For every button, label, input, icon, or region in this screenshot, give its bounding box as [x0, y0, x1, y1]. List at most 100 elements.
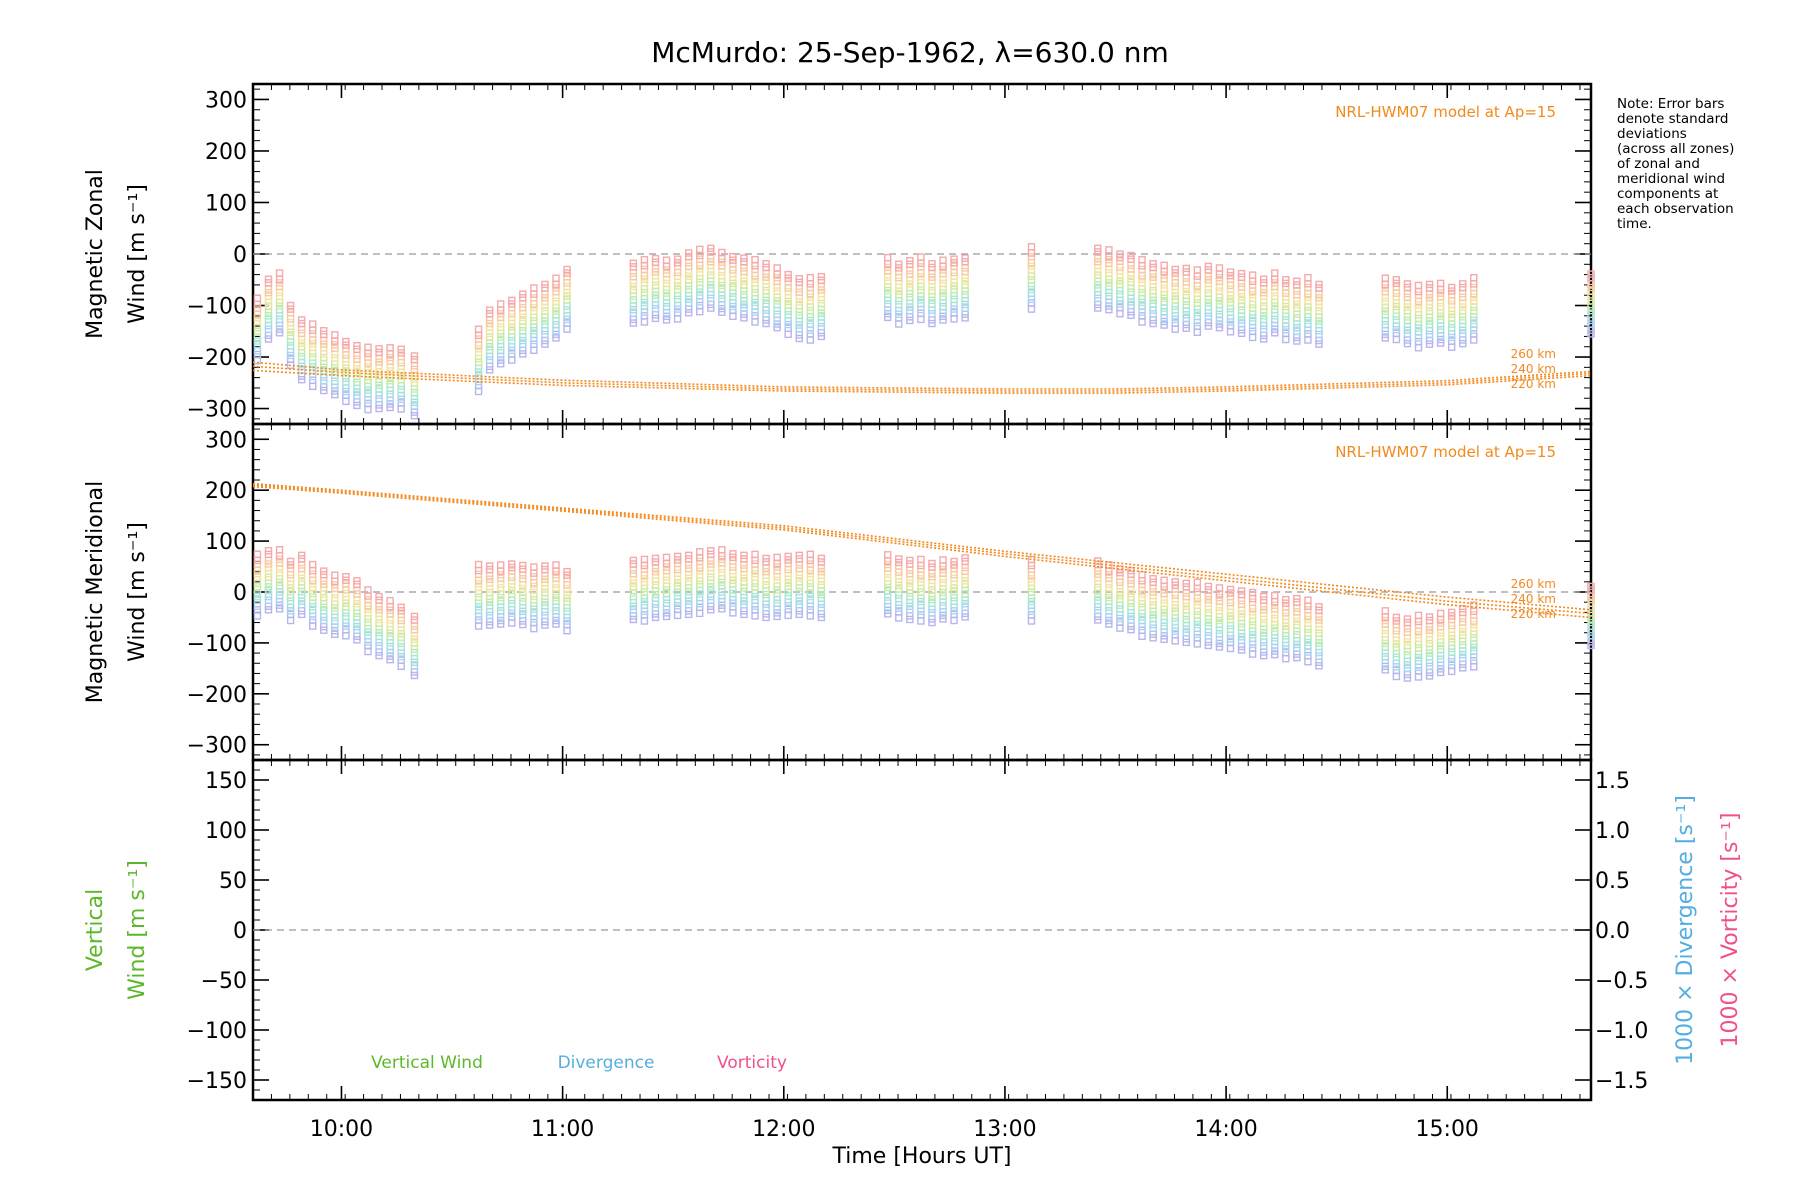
- scatter-point: [751, 550, 759, 559]
- scatter-point: [1248, 650, 1257, 658]
- y-tick-label: 300: [205, 88, 247, 113]
- scatter-point: [1116, 310, 1124, 318]
- y-tick-label: 0: [233, 243, 247, 268]
- scatter-point: [1193, 640, 1202, 648]
- scatter-point: [662, 553, 671, 562]
- scatter-point: [320, 327, 328, 335]
- scatter-point: [1116, 250, 1124, 258]
- scatter-point: [1127, 251, 1135, 260]
- scatter-point: [640, 555, 649, 564]
- scatter-point: [519, 561, 527, 570]
- scatter-point: [485, 306, 494, 314]
- scatter-point: [884, 253, 892, 262]
- scatter-point: [1381, 607, 1390, 615]
- scatter-point: [1160, 576, 1168, 584]
- scatter-point: [1171, 637, 1179, 645]
- model-curve-label: 260 km: [1511, 577, 1556, 591]
- scatter-point: [563, 325, 571, 333]
- scatter-point: [1193, 578, 1202, 587]
- scatter-point: [1470, 663, 1478, 671]
- scatter-point: [1248, 271, 1257, 279]
- scatter-point: [530, 624, 538, 633]
- scatter-point: [895, 555, 903, 563]
- scatter-point: [1315, 603, 1323, 611]
- scatter-point: [1447, 343, 1456, 351]
- y2-tick-label: −0.5: [1595, 969, 1648, 994]
- scatter-point: [1447, 667, 1456, 676]
- error-bar-note: Note: Error bars denote standard deviati…: [1617, 96, 1735, 232]
- vertical-ylabel: Vertical Wind [m s⁻¹]: [83, 860, 150, 1000]
- scatter-point: [718, 546, 726, 554]
- scatter-point: [1204, 262, 1213, 271]
- model-curve-label: 240 km: [1511, 362, 1556, 376]
- scatter-point: [1226, 268, 1235, 276]
- scatter-point: [1259, 275, 1268, 283]
- scatter-point: [906, 256, 914, 265]
- scatter-point: [950, 557, 958, 566]
- scatter-point: [375, 592, 383, 601]
- y-tick-label: −150: [187, 1069, 247, 1094]
- scatter-point: [662, 256, 671, 264]
- legend-divergence: Divergence: [558, 1053, 655, 1073]
- scatter-point: [673, 315, 682, 323]
- x-tick-label: 12:00: [752, 1117, 815, 1142]
- scatter-point: [1259, 592, 1268, 601]
- scatter-point: [696, 245, 704, 254]
- scatter-point: [1116, 624, 1124, 632]
- scatter-point: [364, 343, 372, 351]
- scatter-point: [629, 556, 638, 565]
- scatter-point: [331, 331, 339, 339]
- scatter-point: [1392, 335, 1401, 344]
- scatter-point: [1403, 615, 1412, 623]
- scatter-point: [895, 614, 903, 622]
- scatter-point: [286, 557, 295, 566]
- model-curve: [252, 485, 1592, 619]
- model-curve: [252, 365, 1592, 392]
- scatter-point: [1182, 579, 1190, 588]
- scatter-point: [795, 275, 803, 283]
- scatter-point: [806, 273, 815, 282]
- scatter-point: [1392, 672, 1401, 681]
- scatter-point: [1293, 277, 1301, 286]
- scatter-point: [817, 554, 826, 563]
- scatter-point: [1138, 318, 1146, 326]
- y-tick-label: 100: [205, 530, 247, 555]
- model-curve: [252, 369, 1592, 394]
- scatter-point: [1304, 596, 1312, 604]
- scatter-point: [1193, 266, 1202, 274]
- scatter-point: [563, 567, 571, 576]
- y-tick-label: 100: [205, 819, 247, 844]
- scatter-point: [740, 254, 748, 262]
- scatter-point: [917, 315, 925, 324]
- scatter-point: [884, 551, 892, 559]
- scatter-point: [773, 553, 781, 562]
- scatter-point: [751, 612, 759, 620]
- scatter-point: [508, 296, 516, 305]
- y-tick-label: 200: [205, 479, 247, 504]
- y-tick-label: 300: [205, 428, 247, 453]
- scatter-point: [651, 254, 660, 263]
- model-curve-label: 240 km: [1511, 592, 1556, 606]
- scatter-point: [530, 284, 538, 292]
- scatter-point: [1381, 274, 1390, 282]
- scatter-point: [309, 560, 317, 569]
- scatter-point: [508, 619, 516, 627]
- scatter-point: [817, 272, 826, 281]
- scatter-point: [375, 345, 383, 353]
- model-curve-label: 220 km: [1511, 607, 1556, 621]
- scatter-point: [1282, 276, 1290, 284]
- y-tick-label: −50: [201, 969, 247, 994]
- scatter-point: [1215, 264, 1224, 272]
- scatter-point: [1414, 281, 1423, 290]
- scatter-point: [275, 269, 284, 277]
- svg-text:Magnetic Zonal: Magnetic Zonal: [83, 169, 108, 339]
- scatter-point: [1470, 336, 1478, 344]
- scatter-point: [530, 563, 538, 571]
- scatter-point: [364, 405, 372, 414]
- scatter-point: [1171, 325, 1179, 333]
- scatter-point: [1138, 632, 1146, 640]
- scatter-point: [253, 550, 262, 559]
- scatter-point: [397, 405, 405, 413]
- scatter-point: [917, 555, 925, 564]
- scatter-point: [1414, 344, 1423, 352]
